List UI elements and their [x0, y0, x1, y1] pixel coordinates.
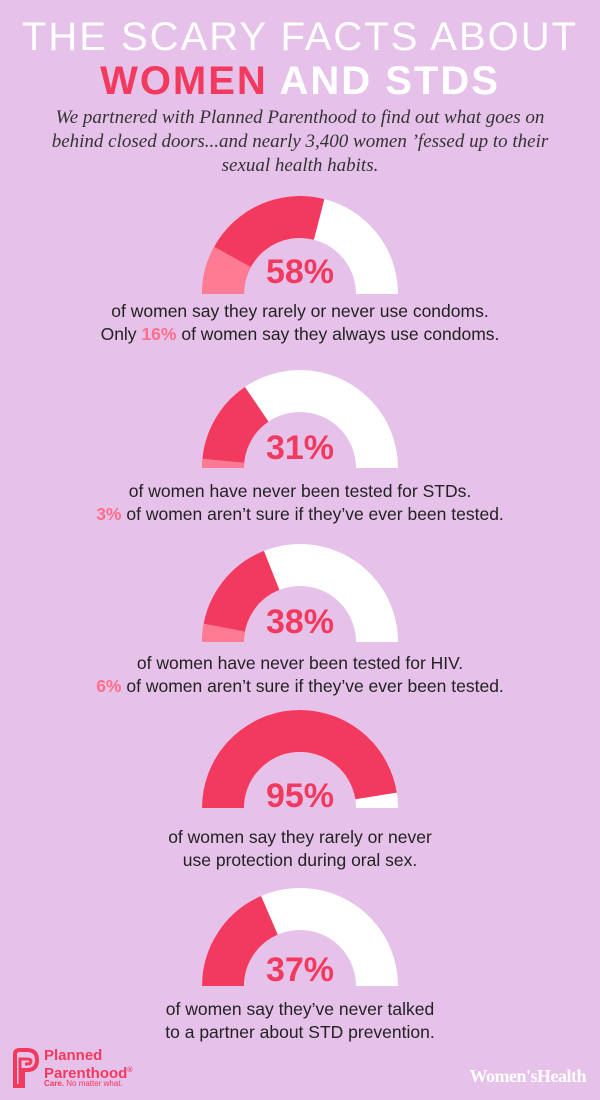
gauge-primary-arc: [202, 386, 270, 469]
planned-parenthood-logo: Planned Parenthood® Care. No matter what…: [12, 1048, 202, 1090]
gauge-secondary-arc: [202, 246, 252, 295]
header-title-line1: THE SCARY FACTS ABOUT: [21, 15, 579, 59]
stat-percent: 37%: [265, 951, 335, 989]
stat-caption: of women have never been tested for HIV.…: [0, 652, 600, 698]
caption-line-1: of women say they’ve never talked: [165, 999, 435, 1019]
intro-text: We partnered with Planned Parenthood to …: [51, 107, 549, 176]
caption-post: of women say they always use condoms.: [176, 324, 500, 344]
caption-highlight: 6%: [96, 676, 122, 696]
gauge-4: [202, 710, 398, 809]
gauge-5: [202, 888, 398, 987]
caption-pre: to a partner about STD prevention.: [165, 1022, 435, 1042]
stat-percent: 38%: [265, 603, 335, 641]
planned-parenthood-p-icon: [13, 1048, 40, 1088]
header-rest: AND STDS: [267, 59, 500, 103]
womens-health-logo: Women'sHealth: [469, 1066, 586, 1086]
pp-name-line2-text: Parenthood: [44, 1065, 128, 1082]
stat-caption: of women say they rarely or never use pr…: [0, 826, 600, 872]
stat-caption: of women say they rarely or never use co…: [0, 300, 600, 346]
stat-percent: 31%: [265, 429, 335, 467]
caption-line-2: to a partner about STD prevention.: [0, 1021, 600, 1044]
gauge-secondary-arc: [201, 623, 246, 643]
gauge-primary-arc: [202, 710, 397, 809]
caption-line-1: of women say they rarely or never: [168, 827, 432, 847]
pp-name: Planned Parenthood®: [44, 1048, 133, 1081]
stat-caption: of women have never been tested for STDs…: [0, 480, 600, 526]
caption-line-2: 6% of women aren’t sure if they’ve ever …: [0, 675, 600, 698]
pp-name-line2: Parenthood®: [44, 1063, 133, 1081]
caption-line-1: of women say they rarely or never use co…: [111, 301, 489, 321]
pp-tag-bold: Care.: [44, 1079, 65, 1088]
stat-caption: of women say they’ve never talked to a p…: [0, 998, 600, 1044]
caption-highlight: 16%: [141, 324, 177, 344]
stat-percent: 58%: [265, 253, 335, 291]
gauge-1: [202, 196, 398, 295]
pp-tag-rest: No matter what.: [64, 1079, 123, 1088]
caption-line-1: of women have never been tested for HIV.: [136, 653, 464, 673]
pp-registered: ®: [127, 1067, 133, 1074]
caption-post: of women aren’t sure if they’ve ever bee…: [121, 676, 504, 696]
gauge-primary-arc: [202, 896, 279, 987]
pp-tagline: Care. No matter what.: [44, 1079, 123, 1088]
gauge-2: [201, 370, 398, 469]
stat-percent: 95%: [265, 777, 335, 815]
header-title-line2: WOMEN AND STDS: [0, 58, 600, 104]
gauge-3: [201, 544, 398, 643]
caption-line-2: use protection during oral sex.: [0, 849, 600, 872]
header-highlight-women: WOMEN: [100, 59, 268, 103]
caption-pre: Only: [100, 324, 142, 344]
pp-name-line1: Planned: [44, 1047, 103, 1064]
caption-pre: use protection during oral sex.: [182, 850, 418, 870]
caption-post: of women aren’t sure if they’ve ever bee…: [121, 504, 504, 524]
caption-line-2: Only 16% of women say they always use co…: [0, 323, 600, 346]
caption-line-2: 3% of women aren’t sure if they’ve ever …: [0, 503, 600, 526]
caption-highlight: 3%: [96, 504, 122, 524]
caption-line-1: of women have never been tested for STDs…: [128, 481, 472, 501]
